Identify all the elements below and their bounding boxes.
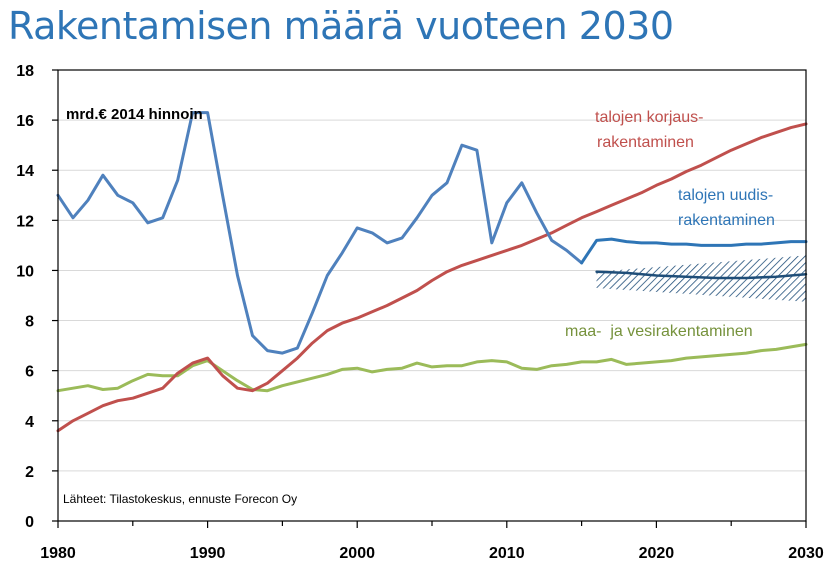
y-tick-label: 6 bbox=[25, 364, 34, 381]
label-uudis-line1: talojen uudis- bbox=[678, 187, 773, 204]
y-tick-label: 18 bbox=[16, 63, 34, 80]
y-tick-label: 14 bbox=[16, 163, 34, 180]
series-line-uudis bbox=[56, 111, 584, 355]
y-tick-label: 12 bbox=[16, 213, 34, 230]
y-tick-label: 10 bbox=[16, 263, 34, 280]
label-korjaus-line1: talojen korjaus- bbox=[595, 109, 704, 126]
page-title: Rakentamisen määrä vuoteen 2030 bbox=[8, 4, 674, 48]
grid-lines bbox=[58, 119, 806, 472]
source-note: Lähteet: Tilastokeskus, ennuste Forecon … bbox=[63, 492, 297, 506]
series-lines bbox=[56, 111, 808, 433]
series-line-korjaus bbox=[56, 122, 808, 433]
x-tick-label: 2000 bbox=[339, 545, 375, 562]
y-tick-label: 16 bbox=[16, 113, 34, 130]
series-line-uudis_alt bbox=[595, 270, 808, 280]
series-line-uudis_ennuste bbox=[580, 237, 808, 265]
x-tick-label: 2030 bbox=[788, 545, 824, 562]
y-tick-label: 0 bbox=[25, 514, 34, 531]
label-uudis-line2: rakentaminen bbox=[678, 212, 775, 229]
y-tick-label: 8 bbox=[25, 314, 34, 331]
x-tick-label: 2010 bbox=[489, 545, 525, 562]
x-tick-label: 1980 bbox=[40, 545, 76, 562]
series-line-maa bbox=[56, 342, 808, 393]
axes bbox=[52, 69, 807, 528]
unit-label: mrd.€ 2014 hinnoin bbox=[66, 106, 203, 123]
label-maa: maa- ja vesirakentaminen bbox=[565, 323, 753, 340]
y-tick-label: 2 bbox=[25, 464, 34, 481]
label-korjaus-line2: rakentaminen bbox=[597, 134, 694, 151]
x-tick-label: 2020 bbox=[639, 545, 675, 562]
tick-labels: 0 2 4 6 8 10 12 14 16 18 1980 1990 2000 2010 2020 2030 bbox=[16, 63, 824, 562]
x-tick-label: 1990 bbox=[190, 545, 226, 562]
y-tick-label: 4 bbox=[25, 414, 34, 431]
